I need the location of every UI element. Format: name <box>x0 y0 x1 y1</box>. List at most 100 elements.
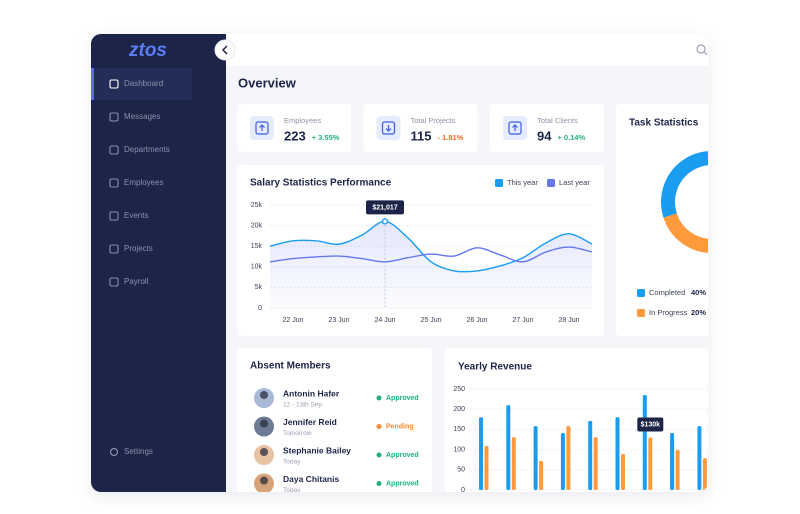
legend-label: This year <box>507 178 538 187</box>
bar <box>479 417 483 490</box>
nav-item[interactable]: Departments <box>109 145 170 155</box>
search-icon[interactable] <box>696 44 706 54</box>
legend-value: 20% <box>691 308 706 317</box>
member-name: Daya Chitanis <box>283 474 339 484</box>
donut-segment <box>663 213 708 253</box>
nav-item[interactable]: Employees <box>109 178 164 188</box>
stat-card: Total Clients 94 + 0.14% <box>490 104 604 152</box>
bar <box>560 433 565 490</box>
line-area <box>270 221 592 308</box>
tooltip-label: $21,017 <box>372 204 397 211</box>
nav-label[interactable]: Projects <box>124 244 153 253</box>
y-tick-label: 0 <box>258 305 262 312</box>
member-status: Approved <box>386 452 419 459</box>
x-tick-label: 28 Jun <box>558 317 579 324</box>
nav-icon <box>109 211 119 221</box>
member-status: Approved <box>386 480 419 487</box>
legend-label: In Progress <box>649 308 688 317</box>
status-dot <box>376 481 382 486</box>
member-row: Daya Chitanis Today Approved <box>254 473 419 494</box>
x-tick-label: 23 Jun <box>328 317 349 324</box>
y-tick-label: 20k <box>251 222 263 229</box>
nav-label[interactable]: Events <box>124 211 148 220</box>
bar <box>675 450 680 490</box>
nav-item[interactable]: Projects <box>109 244 153 254</box>
stat-label: Employees <box>284 116 321 125</box>
search-icon-handle <box>703 51 708 56</box>
nav-icon <box>109 112 119 122</box>
line <box>269 246 593 263</box>
nav-item[interactable]: Payroll <box>109 277 149 287</box>
y-tick-label: 0 <box>461 487 465 494</box>
legend-value: 40% <box>691 288 706 297</box>
collapse-button[interactable] <box>214 39 236 61</box>
stat-label: Total Clients <box>537 116 578 125</box>
line <box>269 220 593 273</box>
bar <box>615 417 620 490</box>
nav-item[interactable]: Messages <box>109 112 160 122</box>
stat-icon-box <box>381 121 396 135</box>
bar <box>506 405 511 490</box>
bar <box>593 437 598 490</box>
x-tick-label: 25 Jun <box>420 317 441 324</box>
donut-segment <box>661 151 708 218</box>
collapse-arrow <box>221 45 228 55</box>
nav-icon <box>109 145 119 155</box>
bar <box>539 460 544 490</box>
stat-value: 115 <box>411 128 432 143</box>
y-tick-label: 150 <box>453 426 465 433</box>
stat-value: 223 <box>284 128 306 143</box>
settings-item[interactable]: Settings <box>109 447 153 456</box>
avatar-head <box>260 476 268 485</box>
member-row: Antonin Hafer 12 - 13th Sep Approved <box>254 388 419 409</box>
legend-label: Completed <box>649 288 685 297</box>
bar <box>702 458 707 490</box>
tooltip-label: $130k <box>641 421 661 428</box>
member-row: Jennifer Reid Tomorrow Pending <box>254 416 414 437</box>
x-tick-label: 26 Jun <box>466 317 487 324</box>
page-title: Overview <box>238 75 297 90</box>
active-nav-highlight <box>91 68 192 100</box>
stat-change: + 3.55% <box>312 133 340 142</box>
settings-label[interactable]: Settings <box>124 447 153 456</box>
task-title: Task Statistics <box>629 118 699 129</box>
member-when: Today <box>283 487 301 494</box>
member-row: Stephanie Bailey Today Approved <box>254 445 419 466</box>
bar <box>697 426 702 490</box>
bar <box>511 437 516 490</box>
bar <box>670 433 675 490</box>
tooltip-bg <box>366 200 404 215</box>
stat-icon-box <box>255 121 269 135</box>
nav-icon <box>109 178 119 188</box>
nav-item[interactable]: Dashboard <box>109 79 163 89</box>
top-bar <box>226 34 708 66</box>
bar <box>621 454 625 490</box>
nav-item[interactable]: Events <box>109 211 148 221</box>
y-tick-label: 200 <box>453 406 465 413</box>
nav-label[interactable]: Dashboard <box>124 79 163 88</box>
search-button[interactable] <box>696 44 708 56</box>
nav-label[interactable]: Messages <box>124 112 160 121</box>
bar <box>566 426 571 490</box>
member-status: Pending <box>386 423 414 430</box>
member-name: Stephanie Bailey <box>283 445 351 455</box>
y-tick-label: 25k <box>251 202 263 209</box>
member-when: Today <box>283 459 301 466</box>
stat-value: 94 <box>537 128 552 143</box>
nav-label[interactable]: Employees <box>124 178 164 187</box>
bar <box>484 445 489 490</box>
y-tick-label: 100 <box>453 446 465 453</box>
status-dot <box>376 424 382 429</box>
collapse-circle[interactable] <box>214 39 236 61</box>
stat-card: Employees 223 + 3.55% <box>237 104 351 152</box>
stat-change: - 1.81% <box>437 133 463 142</box>
nav-label[interactable]: Payroll <box>124 277 149 286</box>
nav-label[interactable]: Departments <box>124 145 170 154</box>
stat-cards: Employees 223 + 3.55% Total Projects 115 - 1.… <box>237 104 604 152</box>
x-tick-label: 27 Jun <box>512 317 533 324</box>
member-when: 12 - 13th Sep <box>283 402 322 409</box>
nav-icon <box>109 79 119 89</box>
stat-icon-arrow <box>259 124 265 131</box>
